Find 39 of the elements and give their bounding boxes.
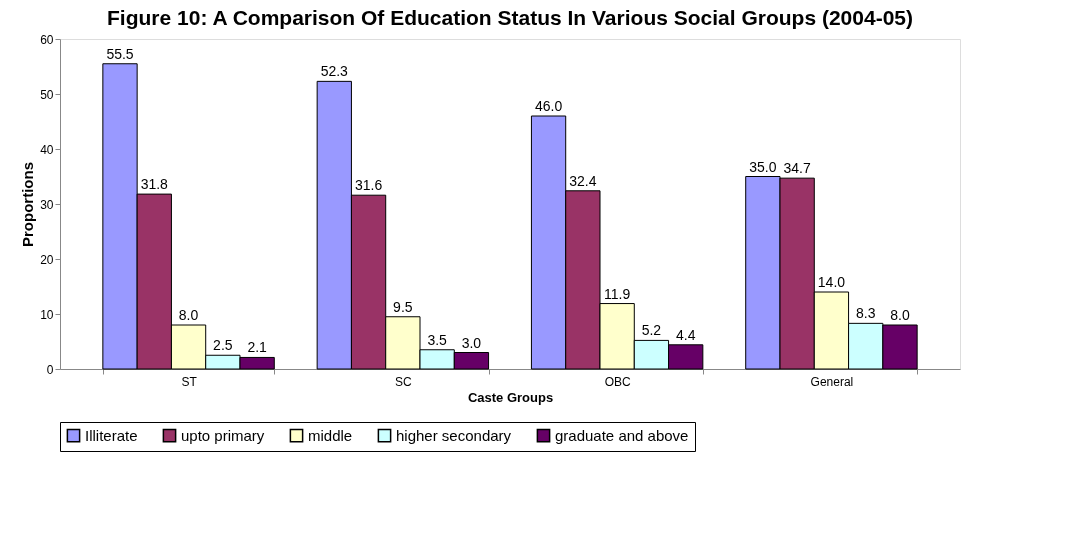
legend-label: higher secondary	[396, 426, 512, 444]
data-label: 8.3	[855, 305, 876, 322]
y-tick-label: 40	[40, 142, 54, 157]
data-label: 52.3	[320, 63, 349, 80]
y-tick-label: 0	[46, 362, 54, 377]
x-tick-label: OBC	[604, 374, 631, 389]
y-tick-label: 10	[40, 307, 54, 322]
y-axis-title: Proportions	[19, 162, 37, 247]
x-tick-label: ST	[181, 374, 198, 389]
data-label: 55.5	[106, 45, 134, 62]
data-label: 3.0	[461, 334, 482, 351]
data-label: 46.0	[534, 98, 563, 114]
legend-label: graduate and above	[555, 426, 689, 444]
x-tick-label: General	[810, 374, 854, 389]
data-label: 8.0	[890, 307, 910, 323]
x-tick-label: SC	[395, 374, 413, 389]
y-tick-label: 20	[40, 252, 54, 267]
x-axis-title: Caste Groups	[467, 389, 554, 405]
data-label: 14.0	[817, 274, 846, 290]
legend-label: middle	[308, 426, 353, 444]
y-tick-label: 30	[40, 197, 54, 212]
data-label: 31.6	[354, 177, 383, 194]
legend-label: Illiterate	[85, 426, 138, 444]
legend-label: upto primary	[181, 426, 265, 444]
chart-title: Figure 10: A Comparison Of Education Status In Various Social Groups (2004-05)	[107, 6, 913, 29]
data-label: 2.5	[213, 337, 233, 354]
data-label: 11.9	[604, 285, 631, 302]
data-label: 4.4	[675, 326, 696, 343]
data-label: 34.7	[783, 160, 811, 177]
data-label: 9.5	[393, 298, 413, 315]
data-label: 32.4	[569, 172, 597, 189]
y-tick-label: 60	[40, 32, 54, 47]
data-label: 35.0	[749, 158, 777, 175]
data-label: 2.1	[247, 339, 268, 356]
data-label: 5.2	[641, 322, 662, 339]
data-label: 31.8	[140, 176, 169, 193]
y-tick-label: 50	[40, 87, 54, 102]
data-label: 8.0	[178, 307, 199, 323]
data-label: 3.5	[427, 331, 448, 348]
